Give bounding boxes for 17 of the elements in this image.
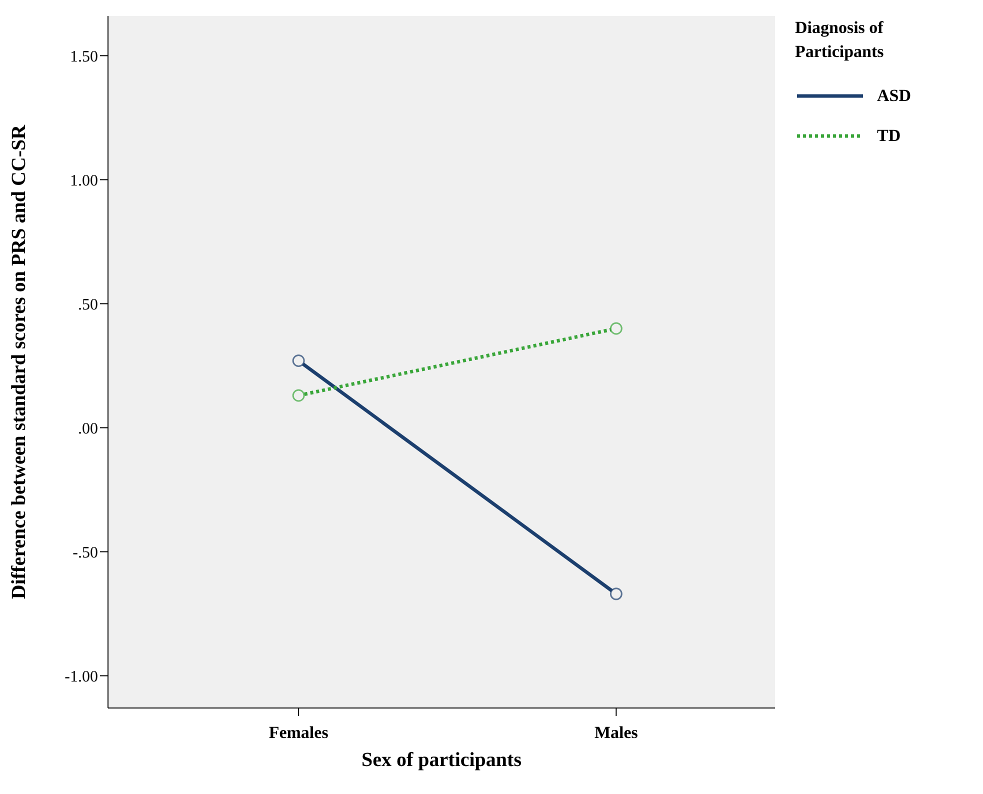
legend-label: TD	[877, 126, 901, 146]
x-tick-label: Males	[594, 723, 638, 742]
y-tick-label: 1.50	[70, 48, 98, 66]
point	[610, 588, 622, 600]
x-tick-label: Females	[268, 723, 329, 742]
y-tick-label: .00	[78, 420, 98, 438]
legend-title: Diagnosis of Participants	[795, 17, 885, 63]
point	[292, 389, 305, 402]
x-axis-title: Sex of participants	[362, 749, 522, 771]
point	[610, 322, 622, 335]
y-tick-label: -.50	[72, 544, 98, 562]
y-tick-label: 1.00	[70, 172, 98, 190]
y-tick-label: -1.00	[64, 668, 98, 686]
point	[292, 354, 305, 368]
y-tick-label: .50	[78, 296, 98, 314]
y-axis-title: Difference between standard scores on PRS and CC-SR	[8, 124, 30, 600]
legend-label: ASD	[877, 86, 912, 106]
